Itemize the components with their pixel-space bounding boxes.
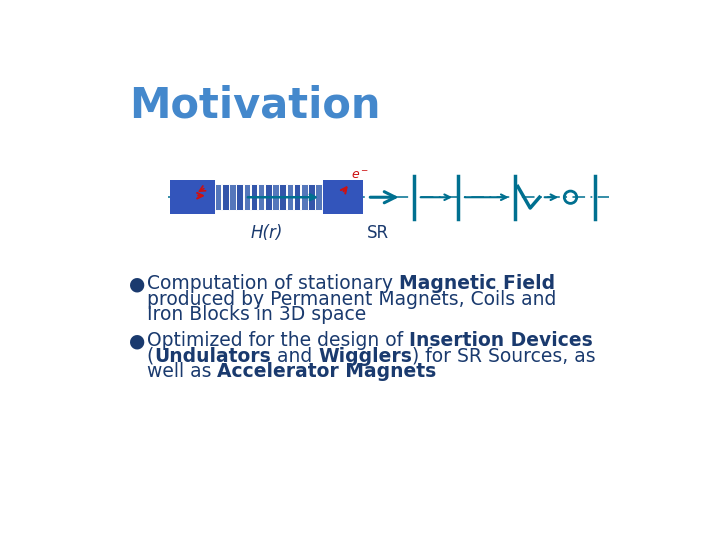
FancyBboxPatch shape [308, 184, 315, 211]
FancyBboxPatch shape [265, 184, 271, 211]
Text: H(r): H(r) [251, 224, 283, 242]
Text: produced by Permanent Magnets, Coils and: produced by Permanent Magnets, Coils and [147, 289, 556, 309]
Text: SR: SR [367, 224, 390, 242]
Text: Accelerator Magnets: Accelerator Magnets [217, 362, 436, 381]
FancyBboxPatch shape [279, 184, 286, 211]
Text: ●: ● [129, 331, 145, 350]
FancyBboxPatch shape [301, 184, 307, 211]
FancyBboxPatch shape [294, 184, 300, 211]
FancyBboxPatch shape [170, 180, 215, 214]
FancyBboxPatch shape [243, 184, 250, 211]
Text: and: and [271, 347, 318, 366]
Text: ) for SR Sources, as: ) for SR Sources, as [412, 347, 595, 366]
Text: Computation of stationary: Computation of stationary [147, 274, 399, 293]
Text: well as: well as [147, 362, 217, 381]
FancyBboxPatch shape [229, 184, 235, 211]
Text: Optimized for the design of: Optimized for the design of [147, 331, 409, 350]
FancyBboxPatch shape [236, 184, 243, 211]
Text: Insertion Devices: Insertion Devices [409, 331, 593, 350]
FancyBboxPatch shape [222, 184, 228, 211]
FancyBboxPatch shape [251, 184, 257, 211]
Text: Iron Blocks in 3D space: Iron Blocks in 3D space [147, 305, 366, 324]
Text: ●: ● [129, 274, 145, 293]
FancyBboxPatch shape [323, 180, 363, 214]
Text: Motivation: Motivation [129, 84, 380, 126]
FancyBboxPatch shape [287, 184, 293, 211]
FancyBboxPatch shape [315, 184, 322, 211]
FancyBboxPatch shape [215, 184, 221, 211]
FancyBboxPatch shape [258, 184, 264, 211]
Text: (: ( [147, 347, 154, 366]
Text: Magnetic Field: Magnetic Field [399, 274, 554, 293]
Text: Wigglers: Wigglers [318, 347, 412, 366]
Text: $e^-$: $e^-$ [351, 169, 369, 182]
Text: Undulators: Undulators [154, 347, 271, 366]
FancyBboxPatch shape [272, 184, 279, 211]
